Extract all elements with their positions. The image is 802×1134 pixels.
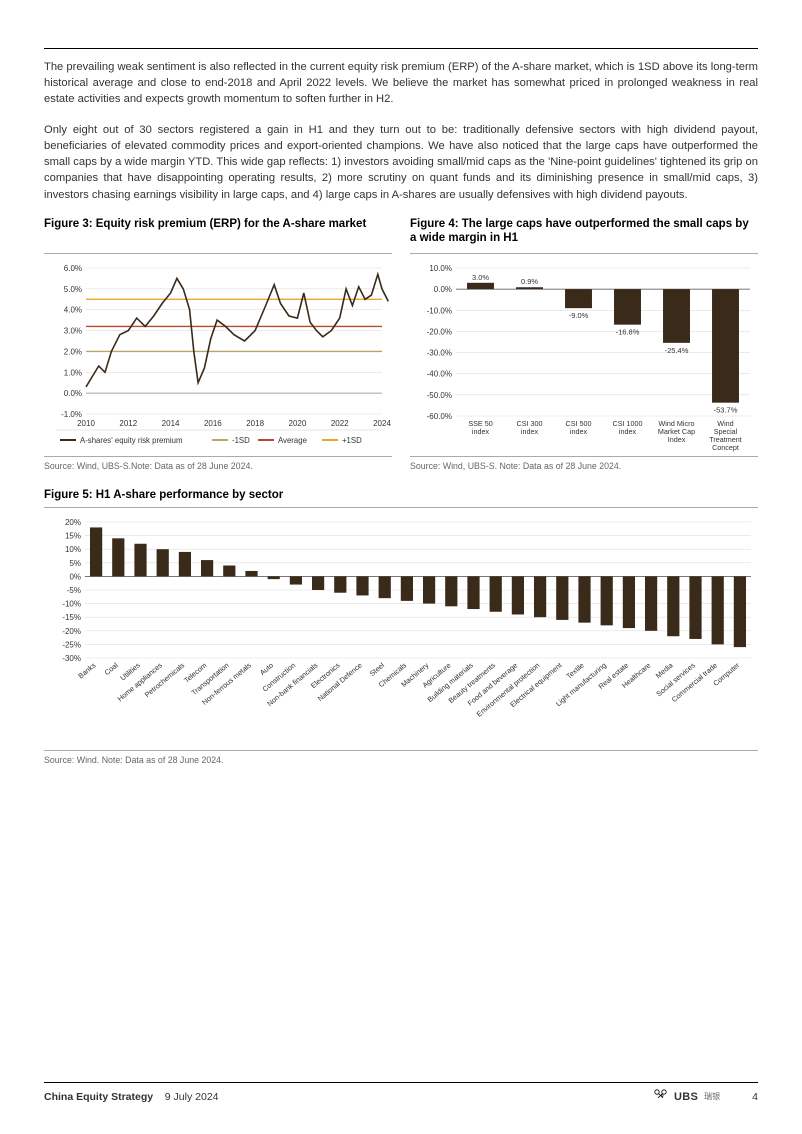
figure-3-title: Figure 3: Equity risk premium (ERP) for … xyxy=(44,217,392,247)
svg-text:+1SD: +1SD xyxy=(342,436,362,445)
svg-text:2024: 2024 xyxy=(373,419,391,428)
figure-3: Figure 3: Equity risk premium (ERP) for … xyxy=(44,217,392,471)
top-rule xyxy=(44,48,758,49)
svg-text:-30%: -30% xyxy=(62,654,81,663)
footer-right: UBS 瑞银 4 xyxy=(654,1089,758,1104)
svg-text:index: index xyxy=(619,427,637,436)
svg-text:Coal: Coal xyxy=(102,660,119,677)
svg-text:-1SD: -1SD xyxy=(232,436,250,445)
svg-text:index: index xyxy=(717,451,735,452)
svg-text:-16.8%: -16.8% xyxy=(616,328,640,337)
footer-date: 9 July 2024 xyxy=(165,1091,219,1103)
svg-text:-20%: -20% xyxy=(62,627,81,636)
svg-text:20%: 20% xyxy=(65,518,81,527)
svg-text:0.9%: 0.9% xyxy=(521,277,538,286)
figure-3-chart: -1.0% 0.0% 1.0% 2.0% 3.0% 4.0% 5.0% 6.0% 2010 201… xyxy=(44,262,392,452)
svg-text:2012: 2012 xyxy=(119,419,137,428)
svg-text:2.0%: 2.0% xyxy=(64,347,82,356)
svg-text:-15%: -15% xyxy=(62,613,81,622)
svg-text:-60.0%: -60.0% xyxy=(427,412,452,421)
svg-text:2018: 2018 xyxy=(246,419,264,428)
svg-text:-5%: -5% xyxy=(67,586,81,595)
footer-page-number: 4 xyxy=(752,1091,758,1103)
svg-text:6.0%: 6.0% xyxy=(64,264,82,273)
svg-text:5.0%: 5.0% xyxy=(64,285,82,294)
paragraph-2: Only eight out of 30 sectors registered … xyxy=(44,122,758,203)
figure-4: Figure 4: The large caps have outperform… xyxy=(410,217,758,471)
svg-text:-53.7%: -53.7% xyxy=(714,406,738,415)
svg-text:2014: 2014 xyxy=(162,419,180,428)
svg-text:-40.0%: -40.0% xyxy=(427,370,452,379)
svg-text:2010: 2010 xyxy=(77,419,95,428)
svg-text:-9.0%: -9.0% xyxy=(569,311,589,320)
svg-text:-1.0%: -1.0% xyxy=(61,410,82,419)
svg-text:-10%: -10% xyxy=(62,599,81,608)
svg-text:index: index xyxy=(472,427,490,436)
figure-3-rule xyxy=(44,253,392,254)
svg-text:index: index xyxy=(570,427,588,436)
figure-5-rule xyxy=(44,507,758,508)
svg-text:0%: 0% xyxy=(69,572,81,581)
svg-text:A-shares' equity risk premium: A-shares' equity risk premium xyxy=(80,436,182,445)
figure-4-chart: -60.0% -50.0% -40.0% -30.0% -20.0% -10.0% 0.0%… xyxy=(410,262,758,452)
svg-text:2022: 2022 xyxy=(331,419,349,428)
svg-text:2016: 2016 xyxy=(204,419,222,428)
svg-text:1.0%: 1.0% xyxy=(64,368,82,377)
svg-text:10%: 10% xyxy=(65,545,81,554)
figure-row-3-4: Figure 3: Equity risk premium (ERP) for … xyxy=(44,217,758,471)
svg-text:-20.0%: -20.0% xyxy=(427,327,452,336)
footer-doc-title: China Equity Strategy xyxy=(44,1091,153,1103)
svg-text:0.0%: 0.0% xyxy=(64,389,82,398)
svg-text:5%: 5% xyxy=(69,559,81,568)
svg-text:-10.0%: -10.0% xyxy=(427,306,452,315)
figure-4-rule xyxy=(410,253,758,254)
figure-3-source: Source: Wind, UBS-S.Note: Data as of 28 … xyxy=(44,456,392,471)
svg-text:10.0%: 10.0% xyxy=(429,264,452,273)
svg-text:15%: 15% xyxy=(65,531,81,540)
svg-text:-25%: -25% xyxy=(62,640,81,649)
svg-text:Index: Index xyxy=(668,435,686,444)
svg-text:Average: Average xyxy=(278,436,307,445)
figure-5-source: Source: Wind. Note: Data as of 28 June 2… xyxy=(44,750,758,765)
svg-text:3.0%: 3.0% xyxy=(64,326,82,335)
svg-text:2020: 2020 xyxy=(289,419,307,428)
svg-text:Banks: Banks xyxy=(76,660,97,680)
figure-5-title: Figure 5: H1 A-share performance by sect… xyxy=(44,489,758,501)
footer-brand: UBS xyxy=(674,1091,698,1103)
figure-4-source: Source: Wind, UBS-S. Note: Data as of 28… xyxy=(410,456,758,471)
ubs-keys-icon xyxy=(654,1089,668,1104)
svg-text:-50.0%: -50.0% xyxy=(427,391,452,400)
footer-brand-cn: 瑞银 xyxy=(704,1091,720,1102)
paragraph-1: The prevailing weak sentiment is also re… xyxy=(44,59,758,108)
svg-text:Auto: Auto xyxy=(258,661,275,677)
svg-text:0.0%: 0.0% xyxy=(434,285,452,294)
footer-left: China Equity Strategy 9 July 2024 xyxy=(44,1091,219,1103)
svg-text:-30.0%: -30.0% xyxy=(427,348,452,357)
figure-4-title: Figure 4: The large caps have outperform… xyxy=(410,217,758,247)
svg-text:index: index xyxy=(521,427,539,436)
svg-text:-25.4%: -25.4% xyxy=(665,346,689,355)
page-footer: China Equity Strategy 9 July 2024 UBS 瑞银… xyxy=(44,1082,758,1104)
svg-text:3.0%: 3.0% xyxy=(472,273,489,282)
figure-5-chart: -30% -25% -20% -15% -10% -5% 0% 5% 10% 15% 20% Bank… xyxy=(44,516,758,746)
svg-text:4.0%: 4.0% xyxy=(64,306,82,315)
